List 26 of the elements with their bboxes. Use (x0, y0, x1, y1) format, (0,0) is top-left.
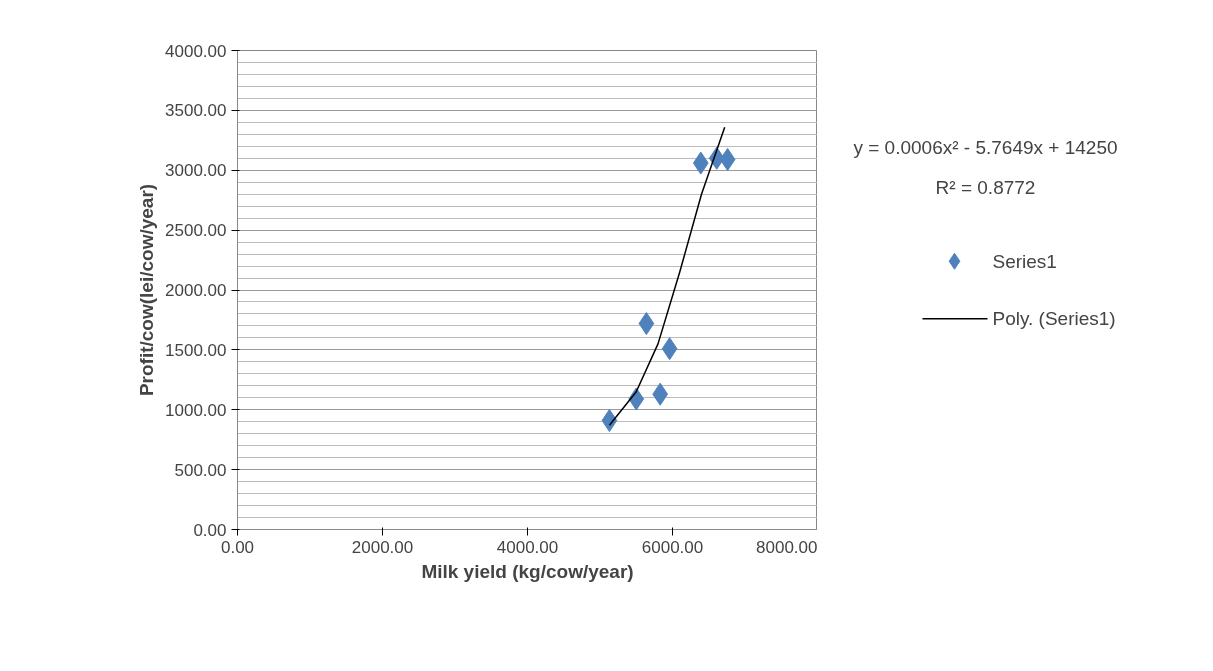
y-tick-label: 3500.00 (165, 101, 227, 121)
point (719, 147, 736, 171)
x-tick-label: 0.00 (220, 537, 255, 557)
x-tick-label: 6000.00 (641, 537, 704, 557)
point (652, 382, 669, 406)
point (601, 409, 618, 433)
x-tick-label: 8000.00 (756, 537, 818, 557)
x-tick-label: 4000.00 (496, 537, 559, 557)
y-tick-label: 0.00 (193, 520, 227, 540)
text: y = 0.0006x² - 5.7649x + 14250 (853, 137, 1118, 159)
y-tick-label: 1500.00 (165, 340, 227, 360)
point (638, 312, 655, 336)
y-tick-label: 3000.00 (165, 161, 227, 181)
y-tick-label: 500.00 (174, 460, 227, 480)
y-tick-label: 4000.00 (165, 41, 227, 61)
point (661, 337, 678, 361)
x-tick-label: 2000.00 (351, 537, 414, 557)
y-tick-label: 2500.00 (165, 221, 227, 241)
legend-label: Poly. (Series1) (992, 308, 1116, 330)
y-tick-label: 2000.00 (165, 281, 227, 300)
y-tick-label: 1000.00 (165, 400, 227, 420)
y-axis-title: Profit/cow(lei/cow/year) (136, 183, 158, 397)
x-axis-title: Milk yield (kg/cow/year) (421, 560, 634, 582)
point (692, 151, 709, 175)
text: R² = 0.8772 (935, 176, 1036, 198)
legend-label: Series1 (992, 250, 1057, 272)
